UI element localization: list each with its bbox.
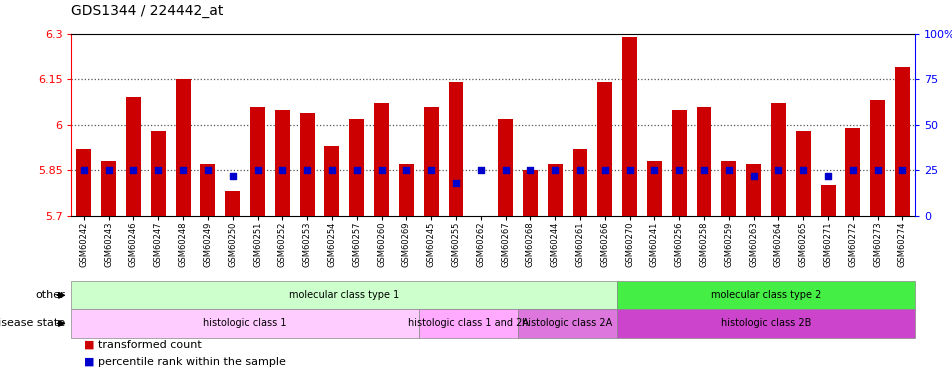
Bar [424,106,438,216]
Point [101,167,116,173]
Bar [274,110,289,216]
Text: histologic class 2B: histologic class 2B [720,318,810,328]
Point [671,167,686,173]
Point [373,167,388,173]
Point [249,167,265,173]
Bar [374,104,388,216]
Text: histologic class 1 and 2A: histologic class 1 and 2A [407,318,528,328]
Bar [547,164,562,216]
Bar [869,100,884,216]
Text: transformed count: transformed count [98,340,202,350]
Bar [150,131,166,216]
Text: molecular class type 1: molecular class type 1 [288,290,399,300]
Point [572,167,587,173]
Bar [324,146,339,216]
Bar [126,98,141,216]
Point [696,167,711,173]
Point [869,167,884,173]
Point [398,167,413,173]
Point [200,167,215,173]
Bar [399,164,413,216]
Point [820,172,835,178]
Point [299,167,314,173]
Point [126,167,141,173]
Point [770,167,785,173]
Bar [101,161,116,216]
Bar [671,110,686,216]
Bar [844,128,860,216]
Point [76,167,91,173]
Bar [721,161,736,216]
Bar [498,118,512,216]
Bar [894,67,909,216]
Text: other: other [35,290,65,300]
Bar [696,106,711,216]
Text: disease state: disease state [0,318,65,328]
Text: percentile rank within the sample: percentile rank within the sample [98,357,286,367]
Bar [299,112,314,216]
Bar [76,149,91,216]
Text: molecular class type 2: molecular class type 2 [710,290,821,300]
Bar [349,118,364,216]
Point [646,167,662,173]
Point [622,167,637,173]
Point [472,167,487,173]
Point [721,167,736,173]
Bar [448,82,463,216]
Point [597,167,612,173]
Bar [820,185,835,216]
Point [498,167,513,173]
Point [348,167,364,173]
Bar [175,79,190,216]
Bar [249,106,265,216]
Point [324,167,339,173]
Point [447,180,463,186]
Text: ■: ■ [84,340,94,350]
Bar [225,191,240,216]
Bar [745,164,761,216]
Point [175,167,190,173]
Text: histologic class 1: histologic class 1 [203,318,287,328]
Bar [597,82,611,216]
Point [523,167,538,173]
Bar [770,104,785,216]
Point [423,167,438,173]
Point [274,167,289,173]
Bar [572,149,586,216]
Point [547,167,563,173]
Point [745,172,761,178]
Bar [200,164,215,216]
Bar [795,131,810,216]
Text: histologic class 2A: histologic class 2A [522,318,612,328]
Text: ■: ■ [84,357,94,367]
Point [894,167,909,173]
Point [225,172,240,178]
Point [795,167,810,173]
Text: GDS1344 / 224442_at: GDS1344 / 224442_at [71,4,224,18]
Bar [523,170,537,216]
Point [150,167,166,173]
Bar [622,37,636,216]
Bar [646,161,661,216]
Point [844,167,860,173]
